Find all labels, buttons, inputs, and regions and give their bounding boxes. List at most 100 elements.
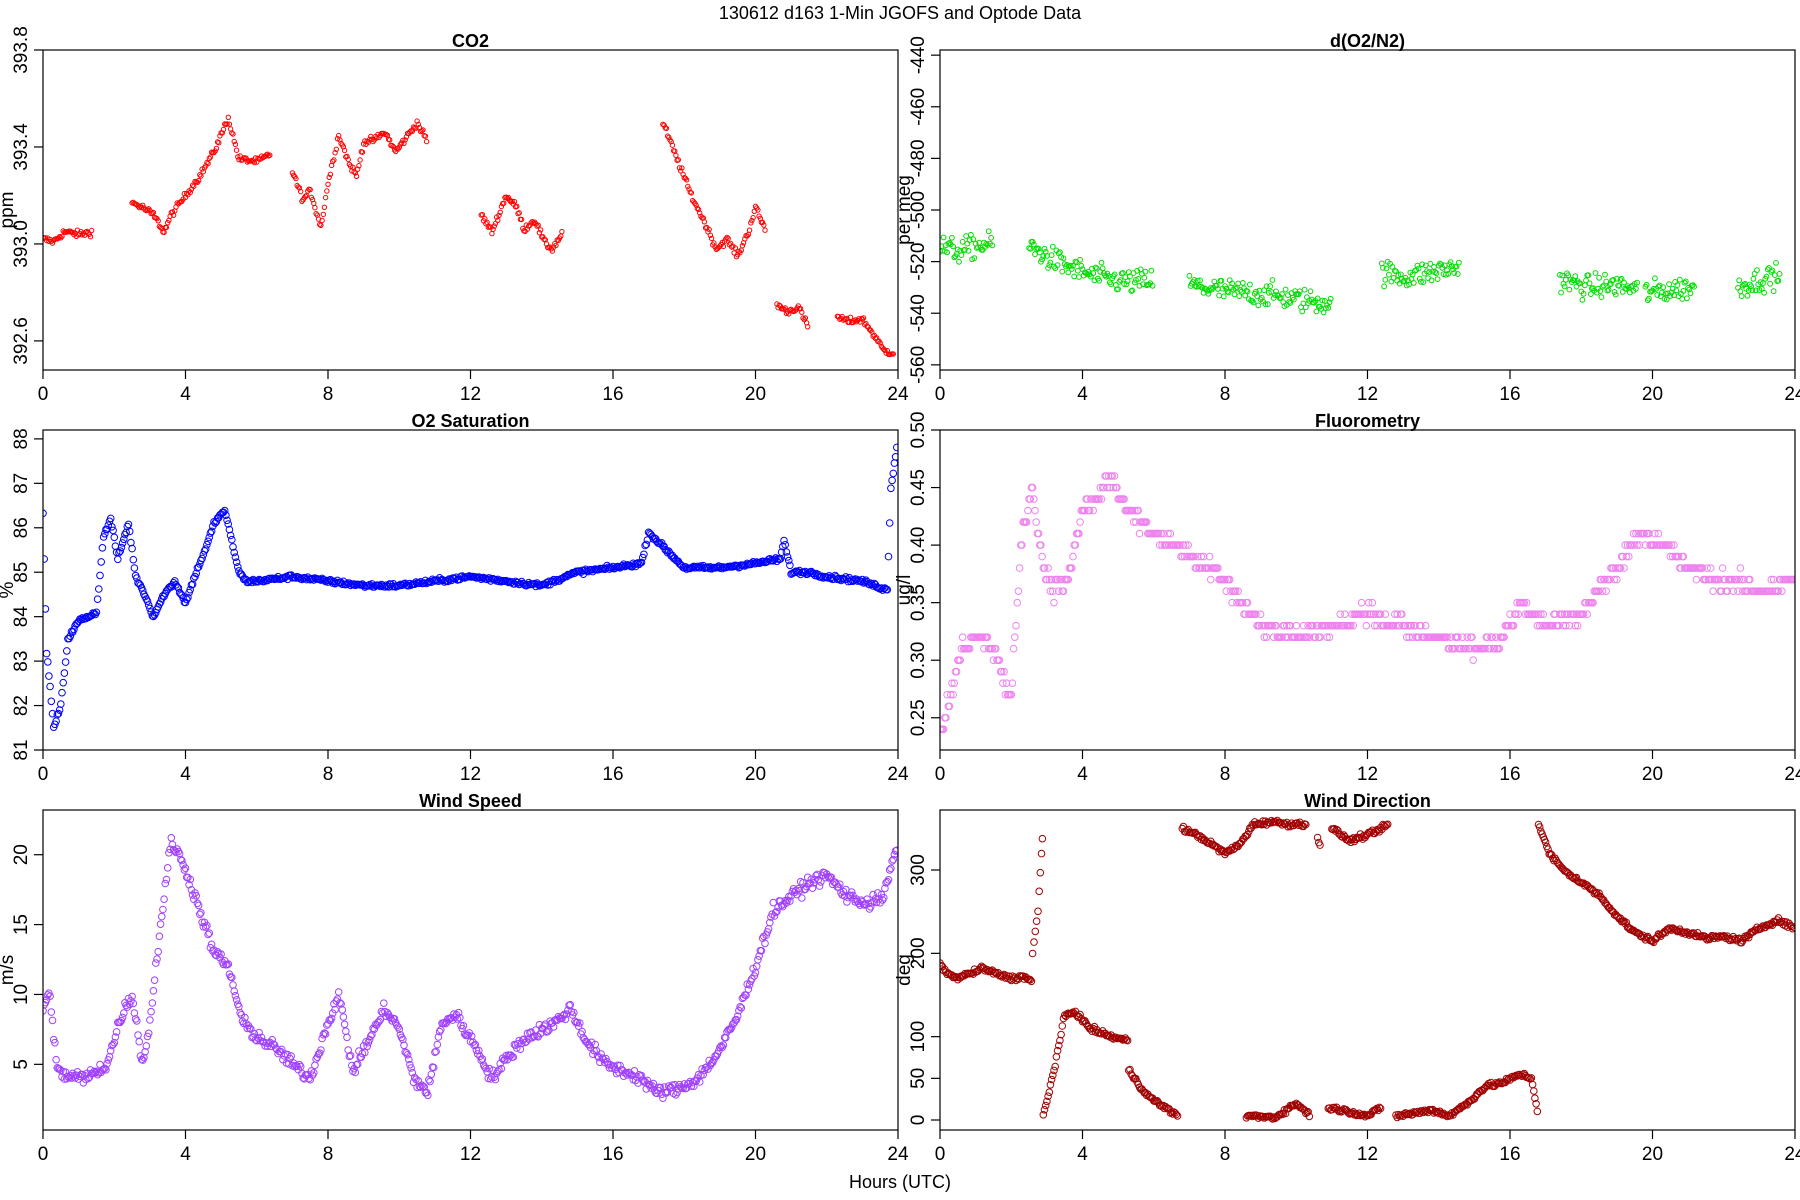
o2sat-point-122 [184, 593, 192, 602]
fluor-point-292 [1283, 621, 1291, 630]
wspd-ytick-label-0: 5 [11, 1059, 32, 1070]
fluor-point-658 [1717, 587, 1726, 596]
wspd-point-389 [501, 1056, 509, 1064]
wdir-point-101 [1056, 1036, 1064, 1045]
o2n2-point-473 [1769, 267, 1776, 274]
co2-point-268 [419, 128, 425, 134]
wspd-point-76 [129, 999, 138, 1008]
wspd-point-201 [277, 1045, 286, 1054]
co2-point-413 [744, 233, 750, 239]
o2n2-point-304 [1419, 261, 1425, 268]
o2sat-point-70 [122, 528, 130, 537]
fluor-xtick-label-4: 16 [1499, 764, 1520, 785]
wspd-point-28 [72, 1071, 81, 1080]
o2n2-point-10 [949, 234, 955, 241]
fluor-point-186 [1157, 529, 1165, 538]
fluor-point-8 [945, 702, 954, 711]
co2-point-373 [697, 210, 703, 216]
o2sat-point-523 [660, 542, 668, 551]
wdir-point-98 [1052, 1053, 1061, 1061]
wspd-point-711 [883, 877, 892, 886]
o2sat-point-560 [704, 563, 712, 571]
fluor-point-593 [1640, 529, 1648, 538]
wdir-point-356 [1383, 820, 1392, 829]
o2sat-point-2 [43, 605, 50, 613]
fluor-point-506 [1537, 610, 1545, 619]
o2sat-point-353 [458, 572, 467, 580]
fluor-point-557 [1597, 575, 1606, 584]
co2-point-40 [87, 234, 94, 240]
wspd-point-80 [134, 1031, 142, 1039]
o2n2-point-157 [1194, 277, 1201, 284]
o2sat-point-317 [415, 579, 424, 587]
o2n2-point-437 [1684, 295, 1690, 302]
wdir-xtick-label-6: 24 [1784, 1144, 1800, 1165]
co2-point-426 [759, 219, 766, 226]
o2sat-point-163 [232, 558, 241, 567]
o2sat-point-707 [878, 586, 887, 594]
o2n2-point-71 [1057, 249, 1063, 256]
co2-point-305 [516, 210, 522, 216]
fluor-point-374 [1380, 621, 1388, 630]
fluor-point-325 [1322, 621, 1330, 630]
wdir-point-349 [1375, 828, 1384, 836]
fluor-point-577 [1621, 541, 1629, 549]
fluor-plot-frame [939, 429, 1796, 751]
wspd-point-354 [459, 1022, 468, 1030]
wspd-point-283 [375, 1017, 383, 1026]
fluor-point-79 [1030, 495, 1038, 503]
co2-point-108 [207, 154, 214, 160]
co2-point-312 [524, 226, 531, 232]
fluor-point-91 [1044, 564, 1052, 572]
fluor-point-671 [1733, 575, 1741, 584]
fluor-point-129 [1089, 506, 1097, 515]
o2n2-point-19 [959, 238, 966, 245]
co2-point-307 [518, 216, 525, 223]
wdir-point-256 [1243, 830, 1252, 839]
co2-point-278 [484, 219, 490, 226]
fluor-point-228 [1207, 575, 1215, 584]
o2n2-point-335 [1456, 259, 1462, 266]
wdir-point-176 [1145, 1092, 1153, 1101]
fluor-point-255 [1239, 598, 1247, 607]
o2n2-point-138 [1136, 282, 1143, 289]
fluor-point-226 [1204, 564, 1213, 572]
o2sat-point-303 [399, 581, 407, 589]
fluor-point-100 [1055, 587, 1063, 596]
wspd-ytick-label-1: 10 [11, 984, 32, 1005]
o2n2-point-401 [1634, 279, 1640, 286]
wdir-point-584 [1544, 845, 1552, 854]
co2-point-187 [322, 194, 329, 201]
co2-point-345 [663, 125, 670, 132]
co2-point-428 [762, 227, 768, 233]
wspd-point-16 [58, 1073, 66, 1081]
co2-point-492 [877, 340, 883, 346]
fluor-point-525 [1559, 621, 1568, 630]
fluor-point-708 [1777, 575, 1785, 584]
o2n2-point-65 [1049, 243, 1056, 250]
fluor-point-272 [1259, 621, 1267, 630]
o2n2-point-127 [1123, 281, 1130, 288]
wspd-point-207 [285, 1060, 293, 1068]
o2n2-point-297 [1410, 280, 1417, 286]
wspd-point-547 [688, 1078, 697, 1087]
wspd-point-373 [482, 1064, 490, 1073]
o2n2-point-466 [1761, 289, 1767, 296]
o2n2-point-311 [1427, 260, 1434, 267]
co2-point-382 [707, 232, 714, 239]
wspd-point-163 [232, 996, 241, 1004]
fluor-xtick-label-5: 20 [1642, 764, 1663, 785]
co2-point-269 [420, 127, 426, 133]
o2sat-point-160 [229, 543, 237, 551]
o2n2-point-195 [1239, 280, 1246, 286]
o2n2-point-3 [940, 234, 947, 241]
wspd-point-629 [786, 897, 794, 905]
fluor-point-585 [1630, 541, 1639, 549]
o2n2-point-337 [1558, 289, 1564, 296]
o2n2-point-155 [1192, 283, 1199, 289]
wspd-point-327 [427, 1070, 436, 1079]
o2n2-point-83 [1071, 273, 1078, 280]
co2-point-243 [389, 142, 395, 149]
fluor-point-564 [1606, 575, 1614, 584]
